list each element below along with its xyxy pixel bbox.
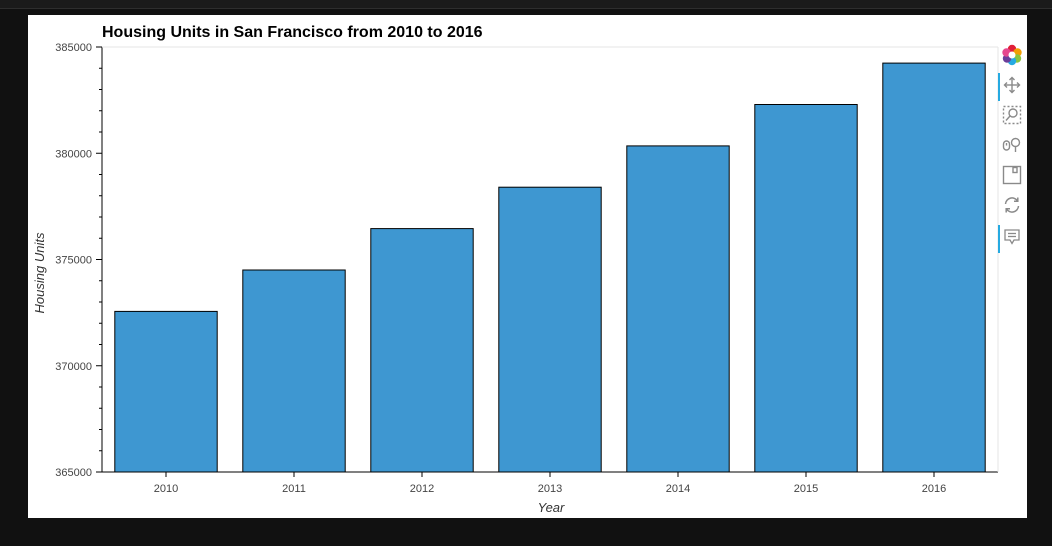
hover-icon[interactable] (998, 225, 1024, 253)
chart-title: Housing Units in San Francisco from 2010… (102, 24, 483, 41)
x-tick-label: 2013 (538, 483, 562, 495)
bar-2012[interactable] (370, 228, 474, 473)
bar-2014[interactable] (626, 145, 730, 473)
y-tick-label: 375000 (55, 255, 92, 267)
x-tick-label: 2010 (154, 483, 178, 495)
x-tick-label: 2012 (410, 483, 434, 495)
wheel-zoom-icon[interactable] (1000, 133, 1024, 157)
x-tick-label: 2011 (282, 483, 306, 495)
bar-2011[interactable] (242, 269, 346, 473)
toolbar (996, 43, 1027, 293)
y-tick-label: 380000 (55, 148, 92, 160)
y-tick-label: 385000 (55, 42, 92, 54)
bar-2015[interactable] (754, 104, 858, 473)
x-tick-label: 2014 (666, 483, 690, 495)
bokeh-logo-icon[interactable] (1000, 43, 1024, 67)
bar-2010[interactable] (114, 310, 218, 473)
chart-svg: 365000 370000 375000 380000 385000 2010 2011 20… (32, 42, 999, 515)
bottom-strip (0, 518, 1052, 546)
box-zoom-icon[interactable] (1000, 103, 1024, 127)
x-tick-label: 2015 (794, 483, 818, 495)
x-tick-label: 2016 (922, 483, 946, 495)
bar-2013[interactable] (498, 186, 602, 473)
x-axis-label: Year (538, 500, 565, 515)
y-tick-label: 370000 (55, 361, 92, 373)
pan-icon[interactable] (998, 73, 1024, 101)
top-strip (0, 0, 1052, 9)
bar-2016[interactable] (882, 62, 986, 473)
plot-container: Housing Units in San Francisco from 2010… (28, 15, 1027, 518)
y-axis-label: Housing Units (32, 232, 47, 313)
save-icon[interactable] (1000, 163, 1024, 187)
reset-icon[interactable] (1000, 193, 1024, 217)
y-tick-label: 365000 (55, 467, 92, 479)
